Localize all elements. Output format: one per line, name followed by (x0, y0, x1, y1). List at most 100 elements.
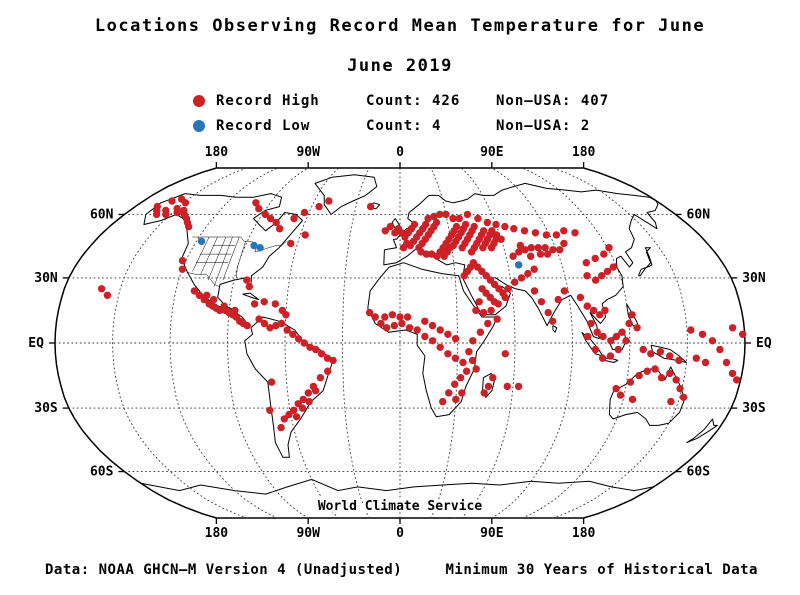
record-high-point (524, 269, 532, 278)
record-high-point (377, 319, 385, 328)
record-high-point (260, 319, 269, 328)
record-high-point (527, 252, 535, 260)
record-high-point (675, 356, 683, 365)
coastline (637, 247, 653, 277)
record-high-point (698, 330, 707, 338)
record-high-point (266, 324, 274, 332)
record-high-point (591, 254, 599, 263)
axis-label: 180 (572, 145, 596, 160)
record-high-point (476, 328, 485, 336)
record-high-point (687, 326, 695, 334)
record-high-point (534, 244, 542, 252)
record-high-point (554, 295, 562, 304)
record-high-point (651, 365, 659, 373)
record-high-point (504, 285, 512, 293)
record-high-point (628, 311, 636, 319)
record-high-point (483, 218, 491, 227)
border-line (207, 236, 227, 281)
record-high-point (603, 267, 612, 276)
axis-label: 60S (90, 465, 114, 480)
axis-label: EQ (756, 336, 772, 351)
record-high-point (560, 287, 569, 295)
record-high-point (255, 315, 263, 323)
record-high-point (607, 337, 615, 345)
record-high-point (489, 374, 497, 382)
graticule-line (342, 167, 370, 519)
axis-label: 180 (205, 526, 229, 541)
record-high-point (510, 225, 518, 233)
record-high-point (386, 222, 394, 231)
record-high-point (633, 324, 641, 332)
record-high-point (517, 274, 526, 282)
record-high-point (596, 311, 604, 319)
record-high-point (444, 350, 452, 358)
record-high-point (612, 332, 621, 341)
record-high-point (324, 367, 332, 375)
record-high-point (556, 246, 564, 254)
record-low-non-usa: Non–USA: 2 (496, 117, 591, 134)
record-high-point (178, 256, 187, 265)
record-high-point (449, 214, 457, 223)
record-high-point (501, 293, 509, 302)
record-high-point (312, 345, 320, 354)
record-high-point (514, 382, 523, 391)
axis-label: 180 (205, 145, 229, 160)
axis-label: 180 (572, 526, 596, 541)
record-high-point (436, 343, 444, 351)
record-high-point (622, 337, 630, 345)
record-high-point (501, 222, 509, 231)
record-high-point (261, 210, 269, 219)
record-high-point (181, 199, 190, 207)
record-high-point (315, 202, 323, 211)
coastline (383, 182, 659, 340)
record-high-point (451, 354, 460, 362)
axis-label: 60S (687, 465, 711, 480)
record-high-count: Count: 426 (366, 92, 461, 109)
record-high-point (666, 352, 674, 360)
record-high-point (472, 365, 480, 373)
record-high-point (178, 265, 187, 273)
record-high-point (616, 391, 625, 399)
record-high-point (676, 384, 684, 393)
record-high-point (501, 350, 509, 358)
record-high-point (421, 220, 430, 229)
record-high-point (582, 259, 590, 267)
record-high-point (280, 415, 288, 423)
record-high-point (484, 319, 492, 328)
record-high-point (625, 319, 633, 328)
record-high-point (243, 276, 251, 284)
record-high-point (277, 423, 285, 432)
record-high-point (516, 241, 524, 250)
record-high-point (628, 395, 637, 404)
record-high-point (97, 285, 106, 293)
record-high-point (475, 298, 483, 306)
record-high-point (470, 222, 478, 231)
record-high-point (430, 212, 438, 221)
record-high-point (739, 330, 747, 338)
record-high-point (371, 313, 379, 321)
record-high-point (643, 367, 651, 375)
record-high-point (679, 393, 688, 401)
record-high-point (487, 306, 495, 315)
record-high-point (231, 306, 239, 315)
record-high-point (503, 382, 511, 391)
record-high-point (511, 278, 519, 286)
record-high-point (305, 397, 313, 406)
record-high-point (152, 210, 161, 219)
record-high-point (245, 282, 253, 291)
record-high-point (323, 354, 332, 362)
record-high-point (311, 387, 320, 395)
record-high-point (605, 244, 613, 252)
record-high-point (442, 210, 450, 219)
record-high-point (708, 337, 717, 345)
record-high-non-usa: Non–USA: 407 (496, 92, 610, 109)
axis-label: 0 (396, 526, 404, 541)
axis-label: 90W (296, 145, 320, 160)
record-high-point (266, 214, 275, 223)
record-high-point (436, 326, 444, 334)
record-high-point (728, 369, 737, 378)
record-high-point (317, 350, 326, 358)
world-map-svg: 180 180 90W 90W 0 0 90E 90E 180 180 60N 60N 30N 30N EQ… (28, 145, 772, 541)
record-high-point (493, 315, 501, 323)
record-high-point (667, 397, 675, 406)
